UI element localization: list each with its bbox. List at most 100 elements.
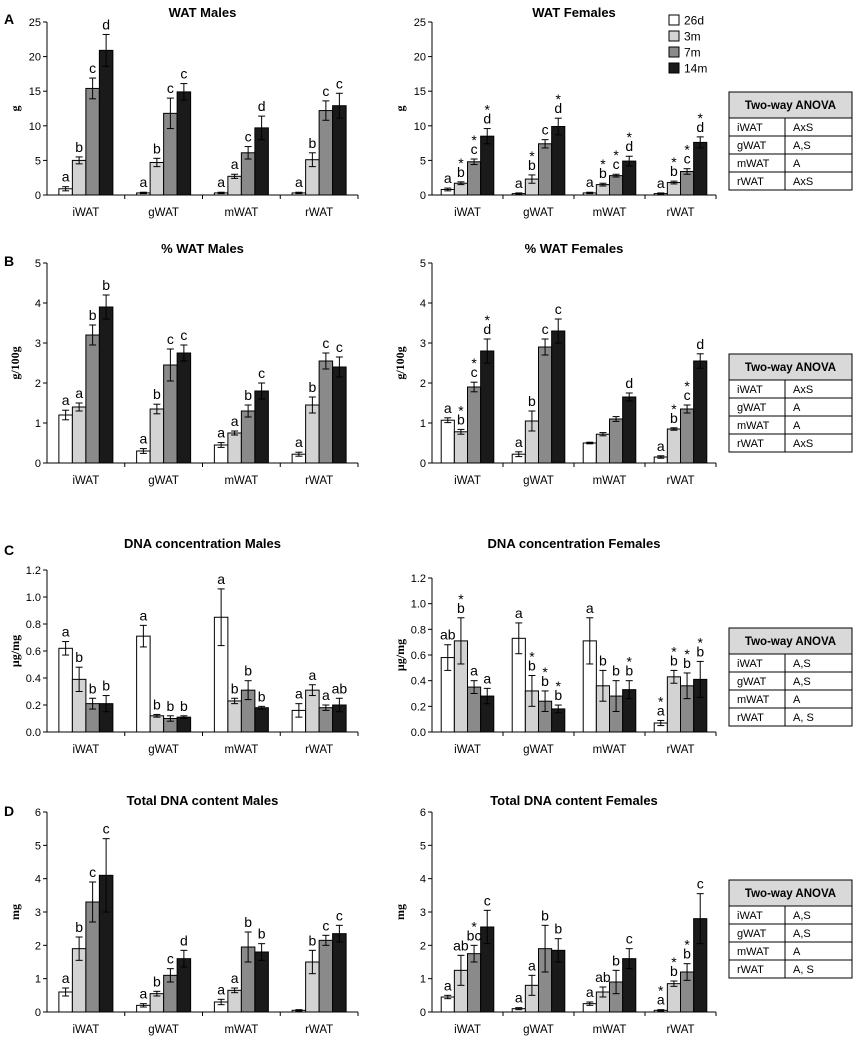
significance-letter: b — [153, 140, 161, 156]
significance-letter: a — [231, 970, 239, 986]
y-tick-label: 6 — [420, 807, 426, 819]
x-tick-label: iWAT — [454, 475, 481, 487]
chart-title: WAT Females — [532, 5, 616, 20]
y-axis-label: μg/mg — [393, 639, 407, 671]
anova-depot: rWAT — [737, 176, 764, 188]
significance-letter: b — [670, 652, 678, 668]
significance-letter: b — [457, 600, 465, 616]
x-tick-label: gWAT — [148, 744, 179, 756]
y-tick-label: 25 — [29, 17, 41, 29]
significance-letter: b — [612, 952, 620, 968]
bar-mWAT-3m — [595, 433, 611, 464]
x-tick-label: gWAT — [523, 1024, 554, 1036]
significance-letter: c — [684, 387, 691, 403]
bar-gWAT-3m — [149, 408, 165, 464]
significance-letter: a — [515, 434, 523, 450]
significance-letter: a — [139, 431, 147, 447]
significance-letter: a — [62, 392, 70, 408]
significance-letter: b — [102, 678, 110, 694]
significance-letter: b — [75, 649, 83, 665]
y-tick-label: 0 — [420, 190, 426, 202]
legend-swatch-3m — [668, 30, 680, 42]
y-tick-label: 15 — [414, 86, 426, 98]
anova-cell — [784, 959, 853, 979]
significance-letter: b — [541, 673, 549, 689]
bar-iWAT-3m — [453, 431, 468, 464]
significance-letter: a — [62, 169, 70, 185]
significance-letter: b — [457, 164, 465, 180]
significance-letter: c — [245, 129, 252, 145]
significance-letter: d — [625, 375, 633, 391]
bar-mWAT-7m — [609, 418, 624, 464]
bar-rWAT-14m — [332, 105, 347, 196]
significance-star: * — [529, 649, 535, 665]
bar-rWAT-3m — [666, 428, 682, 464]
legend: 26d 3m 7m 14m — [668, 14, 707, 76]
legend-label-7m: 7m — [684, 46, 701, 60]
bar-gWAT-26d — [136, 635, 151, 733]
significance-star: * — [458, 591, 464, 607]
bar-rWAT-7m — [680, 408, 695, 464]
significance-letter: b — [258, 926, 266, 942]
y-tick-label: 0.0 — [26, 727, 41, 739]
significance-letter: a — [295, 174, 303, 190]
x-tick-label: gWAT — [523, 475, 554, 487]
chart-title: DNA concentration Females — [488, 536, 661, 551]
anova-depot: mWAT — [737, 158, 770, 170]
anova-header-cell — [728, 627, 853, 655]
anova-effect: A — [793, 420, 801, 432]
significance-star: * — [671, 954, 677, 970]
y-tick-label: 0 — [420, 458, 426, 470]
significance-letter: a — [139, 174, 147, 190]
significance-letter: b — [75, 919, 83, 935]
significance-star: * — [458, 155, 464, 171]
anova-depot: gWAT — [737, 402, 767, 414]
significance-letter: a — [231, 413, 239, 429]
bar-rWAT-3m — [305, 689, 320, 733]
significance-letter: a — [139, 607, 147, 623]
significance-letter: a — [62, 624, 70, 640]
y-axis-label: mg — [8, 904, 22, 920]
x-tick-label: iWAT — [72, 475, 99, 487]
bar-mWAT-14m — [254, 390, 269, 464]
significance-letter: c — [484, 892, 491, 908]
x-tick-label: gWAT — [523, 207, 554, 219]
y-tick-label: 0.4 — [411, 676, 426, 688]
y-tick-label: 10 — [29, 121, 41, 133]
anova-depot: gWAT — [737, 928, 767, 940]
bar-rWAT-14m — [332, 366, 347, 464]
y-tick-label: 0 — [35, 458, 41, 470]
y-tick-label: 1.0 — [26, 592, 41, 604]
y-tick-label: 5 — [35, 155, 41, 167]
significance-letter: c — [336, 339, 343, 355]
y-tick-label: 15 — [29, 86, 41, 98]
significance-letter: c — [167, 951, 174, 967]
significance-letter: d — [696, 119, 704, 135]
y-tick-label: 0.6 — [26, 646, 41, 658]
significance-star: * — [671, 643, 677, 659]
legend-swatch-26d — [668, 14, 680, 26]
significance-letter: a — [444, 170, 452, 186]
significance-letter: ab — [453, 937, 469, 953]
bar-iWAT-7m — [85, 334, 100, 464]
bar-iWAT-14m — [98, 49, 114, 196]
bar-iWAT-7m — [85, 87, 100, 196]
significance-letter: b — [308, 932, 316, 948]
x-tick-label: mWAT — [224, 744, 258, 756]
significance-letter: c — [167, 331, 174, 347]
bar-rWAT-7m — [680, 170, 695, 196]
anova-header-cell — [728, 879, 853, 907]
chart-title: Total DNA content Females — [490, 793, 658, 808]
anova-depot: iWAT — [737, 910, 763, 922]
y-tick-label: 3 — [35, 338, 41, 350]
significance-star: * — [658, 983, 664, 999]
bar-gWAT-14m — [176, 91, 192, 196]
significance-star: * — [697, 634, 703, 650]
significance-letter: a — [62, 970, 70, 986]
significance-letter: b — [625, 663, 633, 679]
significance-letter: d — [258, 98, 266, 114]
y-tick-label: 1 — [35, 974, 41, 986]
y-tick-label: 1.2 — [26, 565, 41, 577]
